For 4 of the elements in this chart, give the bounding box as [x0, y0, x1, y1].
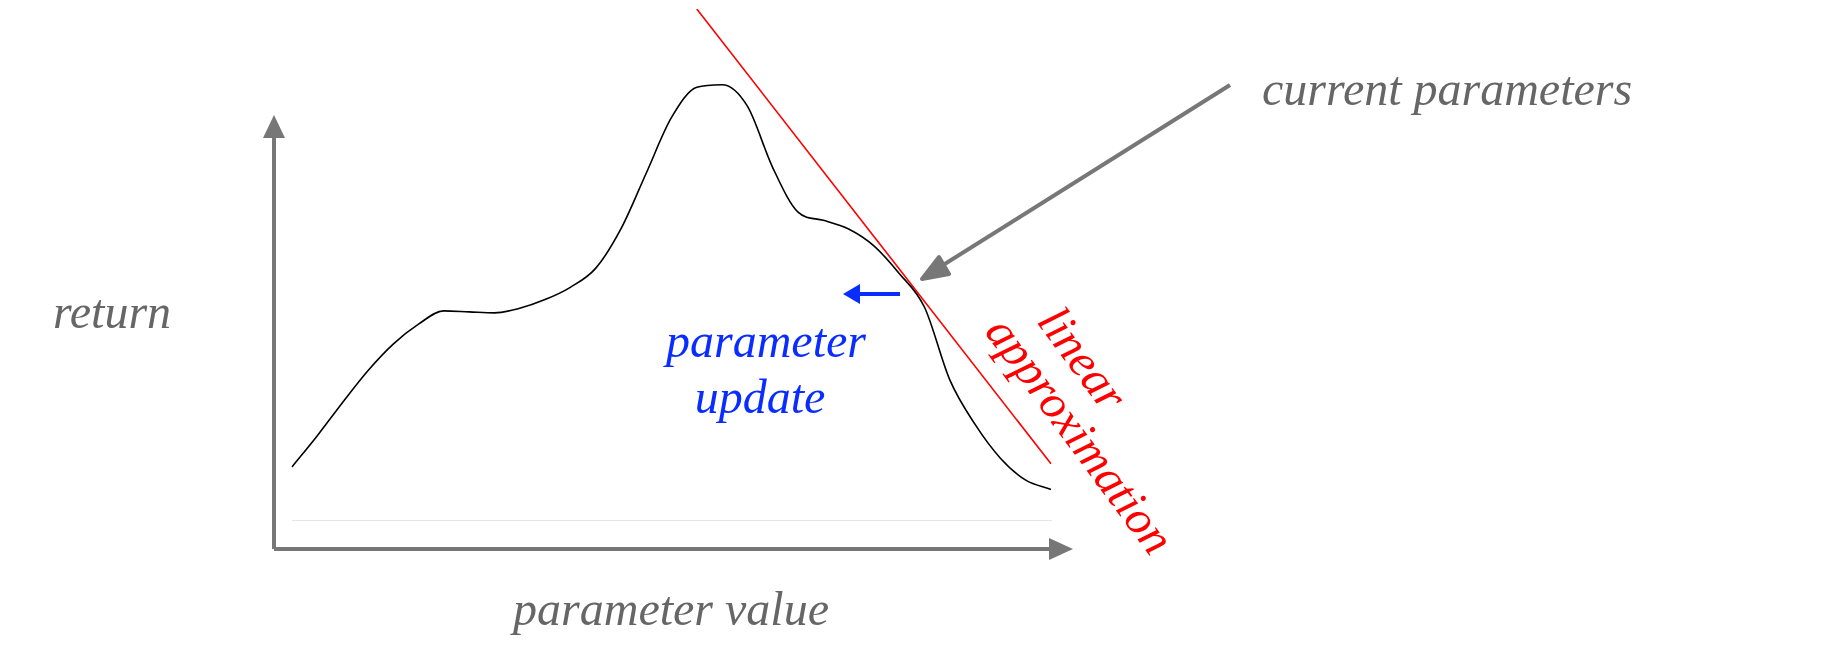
annotation: parameter update	[663, 313, 867, 423]
y-axis-title: return	[52, 284, 172, 338]
text: current parameters	[1262, 61, 1633, 115]
x-axis-title: parameter value	[510, 581, 829, 635]
